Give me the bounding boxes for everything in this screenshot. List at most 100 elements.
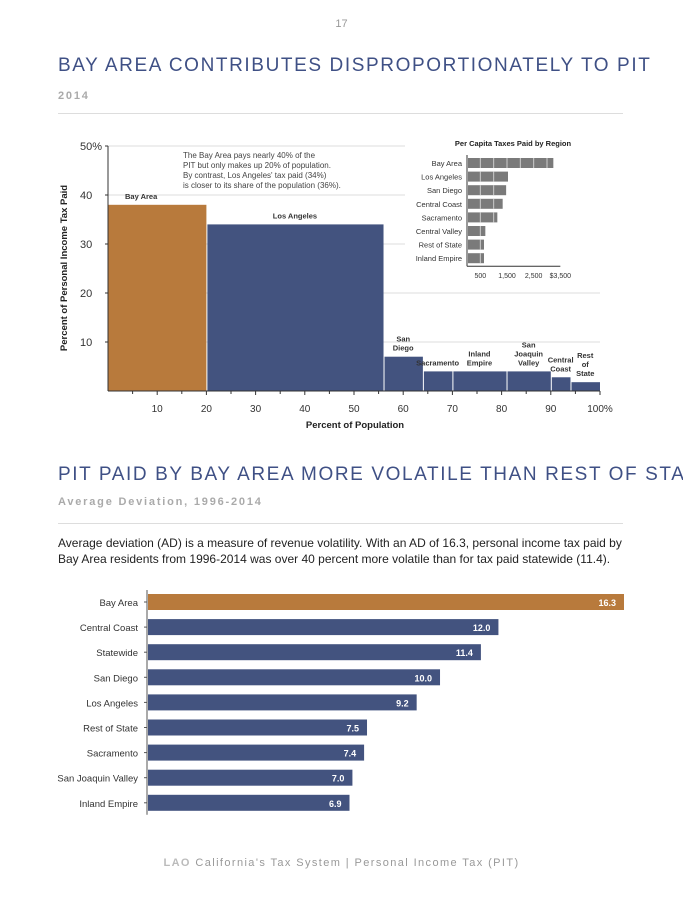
divider (58, 523, 623, 524)
section-subtitle: 2014 (58, 90, 90, 102)
bar-bay-area (108, 204, 207, 391)
category-label: Inland Empire (79, 799, 138, 810)
bar-rest-of-state (571, 382, 600, 391)
bar-value-label: 7.0 (332, 774, 345, 784)
inset-bar (468, 239, 484, 250)
category-label: Rest of State (83, 724, 138, 735)
bar-value-label: 7.5 (347, 724, 360, 734)
bar-san-diego (384, 356, 423, 391)
inset-category-label: Central Valley (416, 227, 462, 236)
x-tick-label: 90 (545, 404, 557, 415)
bar-san-joaquin-valley (507, 371, 551, 391)
bar-rest-of-state (148, 719, 368, 736)
inset-title: Per Capita Taxes Paid by Region (455, 139, 572, 148)
inset-category-label: Inland Empire (416, 254, 462, 263)
y-tick-label: 50% (80, 141, 102, 153)
bar-inland-empire (453, 371, 507, 391)
category-label: Bay Area (99, 598, 138, 609)
bar-label: State (576, 369, 594, 378)
section-title: PIT PAID BY BAY AREA MORE VOLATILE THAN … (58, 464, 683, 485)
x-tick-label: 40 (299, 404, 311, 415)
bar-label: Central (548, 355, 574, 364)
y-tick-label: 30 (80, 239, 92, 251)
category-label: Central Coast (80, 623, 138, 634)
inset-category-label: Rest of State (419, 241, 462, 250)
body-paragraph: Average deviation (AD) is a measure of r… (58, 536, 622, 566)
x-tick-label: 50 (348, 404, 360, 415)
inset-tick-label: $3,500 (550, 273, 572, 280)
x-tick-label: 10 (152, 404, 164, 415)
bar-label: Bay Area (125, 192, 158, 201)
bar-value-label: 7.4 (344, 749, 357, 759)
bar-san-joaquin-valley (148, 769, 353, 786)
category-label: San Joaquin Valley (57, 774, 138, 785)
inset-bar (468, 171, 508, 182)
bar-statewide (148, 644, 481, 661)
footer: LAO California's Tax System | Personal I… (0, 857, 683, 869)
bar-value-label: 11.4 (456, 648, 473, 658)
bar-value-label: 10.0 (414, 673, 432, 683)
bar-label: of (582, 360, 590, 369)
bar-label: Los Angeles (273, 211, 317, 220)
x-tick-label: 80 (496, 404, 508, 415)
bar-label: Inland (468, 349, 491, 358)
bar-label: Joaquin (514, 349, 543, 358)
bar-label: Empire (467, 358, 492, 367)
inset-bar (468, 158, 554, 168)
inset-category-label: San Diego (427, 186, 462, 195)
inset-category-label: Central Coast (416, 200, 463, 209)
category-label: San Diego (94, 673, 138, 684)
bar-sacramento (423, 371, 453, 391)
bar-label: Sacramento (416, 358, 459, 367)
y-tick-label: 40 (80, 190, 92, 202)
y-tick-label: 10 (80, 337, 92, 349)
annotation-text: By contrast, Los Angeles' tax paid (34%) (183, 171, 327, 180)
bar-central-coast (551, 377, 571, 391)
bar-value-label: 6.9 (329, 799, 342, 809)
bar-value-label: 16.3 (598, 598, 616, 608)
bar-label: Diego (393, 344, 414, 353)
inset-bar (468, 185, 507, 196)
inset-tick-label: 1,500 (498, 273, 516, 280)
category-label: Statewide (96, 648, 138, 659)
bar-label: San (396, 335, 410, 344)
bar-central-coast (148, 619, 499, 636)
inset-tick-label: 500 (474, 273, 486, 280)
bar-label: San (522, 340, 536, 349)
inset-tick-label: 2,500 (525, 273, 543, 280)
page-number: 17 (335, 18, 348, 30)
annotation-text: is closer to its share of the population… (183, 181, 341, 190)
annotation-text: The Bay Area pays nearly 40% of the (183, 151, 316, 160)
bar-san-diego (148, 669, 441, 686)
section-title: BAY AREA CONTRIBUTES DISPROPORTIONATELY … (58, 55, 652, 76)
x-tick-label: 70 (447, 404, 459, 415)
inset-bar (468, 253, 484, 264)
bar-label: Valley (518, 358, 540, 367)
bar-value-label: 9.2 (396, 698, 409, 708)
x-tick-label: 100% (587, 404, 613, 415)
inset-bar (468, 198, 503, 209)
footer-brand: LAO (163, 857, 191, 869)
x-axis-title: Percent of Population (306, 420, 404, 431)
bar-inland-empire (148, 794, 350, 811)
bar-label: Rest (577, 351, 594, 360)
inset-bar (468, 212, 498, 223)
y-tick-label: 20 (80, 288, 92, 300)
divider (58, 113, 623, 114)
x-tick-label: 20 (201, 404, 213, 415)
category-label: Los Angeles (86, 698, 138, 709)
y-axis-title: Percent of Personal Income Tax Paid (59, 185, 70, 351)
x-tick-label: 60 (398, 404, 410, 415)
category-label: Sacramento (87, 749, 138, 760)
annotation-text: PIT but only makes up 20% of population. (183, 161, 331, 170)
bar-label: Coast (550, 364, 571, 373)
bar-los-angeles (148, 694, 417, 711)
inset-category-label: Bay Area (432, 159, 463, 168)
x-tick-label: 30 (250, 404, 262, 415)
section-subtitle: Average Deviation, 1996-2014 (58, 496, 263, 508)
inset-category-label: Sacramento (422, 213, 462, 222)
bar-los-angeles (207, 224, 384, 391)
inset-category-label: Los Angeles (421, 173, 462, 182)
